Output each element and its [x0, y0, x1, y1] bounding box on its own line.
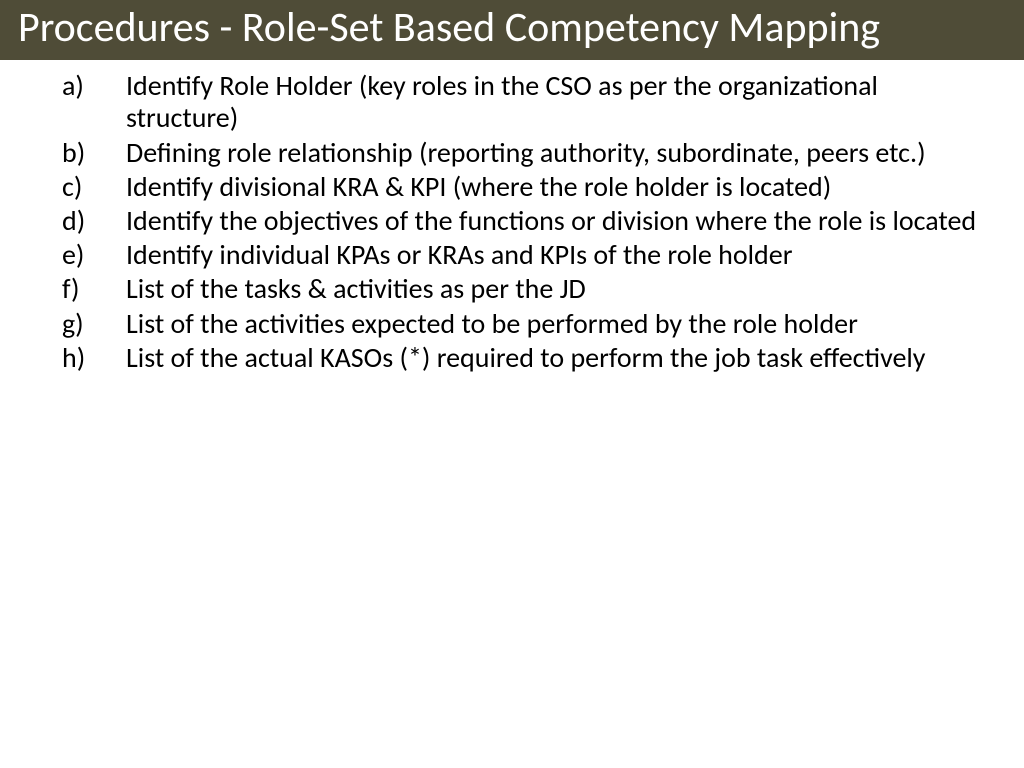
item-marker: b) — [40, 137, 126, 169]
list-item: a) Identify Role Holder (key roles in th… — [40, 70, 984, 134]
item-marker: c) — [40, 171, 126, 203]
item-text: Identify divisional KRA & KPI (where the… — [126, 171, 984, 203]
item-marker: a) — [40, 70, 126, 102]
item-marker: e) — [40, 239, 126, 271]
item-text: List of the activities expected to be pe… — [126, 308, 984, 340]
list-item: f) List of the tasks & activities as per… — [40, 273, 984, 305]
list-item: d) Identify the objectives of the functi… — [40, 205, 984, 237]
item-text: Identify the objectives of the functions… — [126, 205, 984, 237]
procedure-list: a) Identify Role Holder (key roles in th… — [40, 70, 984, 374]
item-text: List of the actual KASOs (*) required to… — [126, 342, 984, 374]
slide-body: a) Identify Role Holder (key roles in th… — [0, 60, 1024, 374]
slide-title: Procedures - Role-Set Based Competency M… — [18, 2, 880, 53]
item-marker: h) — [40, 342, 126, 374]
list-item: c) Identify divisional KRA & KPI (where … — [40, 171, 984, 203]
item-text: Defining role relationship (reporting au… — [126, 137, 984, 169]
item-text: List of the tasks & activities as per th… — [126, 273, 984, 305]
list-item: e) Identify individual KPAs or KRAs and … — [40, 239, 984, 271]
item-text: Identify Role Holder (key roles in the C… — [126, 70, 984, 134]
item-marker: f) — [40, 273, 126, 305]
slide: Procedures - Role-Set Based Competency M… — [0, 0, 1024, 768]
item-text: Identify individual KPAs or KRAs and KPI… — [126, 239, 984, 271]
list-item: b) Defining role relationship (reporting… — [40, 137, 984, 169]
list-item: h) List of the actual KASOs (*) required… — [40, 342, 984, 374]
list-item: g) List of the activities expected to be… — [40, 308, 984, 340]
slide-title-bar: Procedures - Role-Set Based Competency M… — [0, 0, 1024, 60]
item-marker: d) — [40, 205, 126, 237]
item-marker: g) — [40, 308, 126, 340]
